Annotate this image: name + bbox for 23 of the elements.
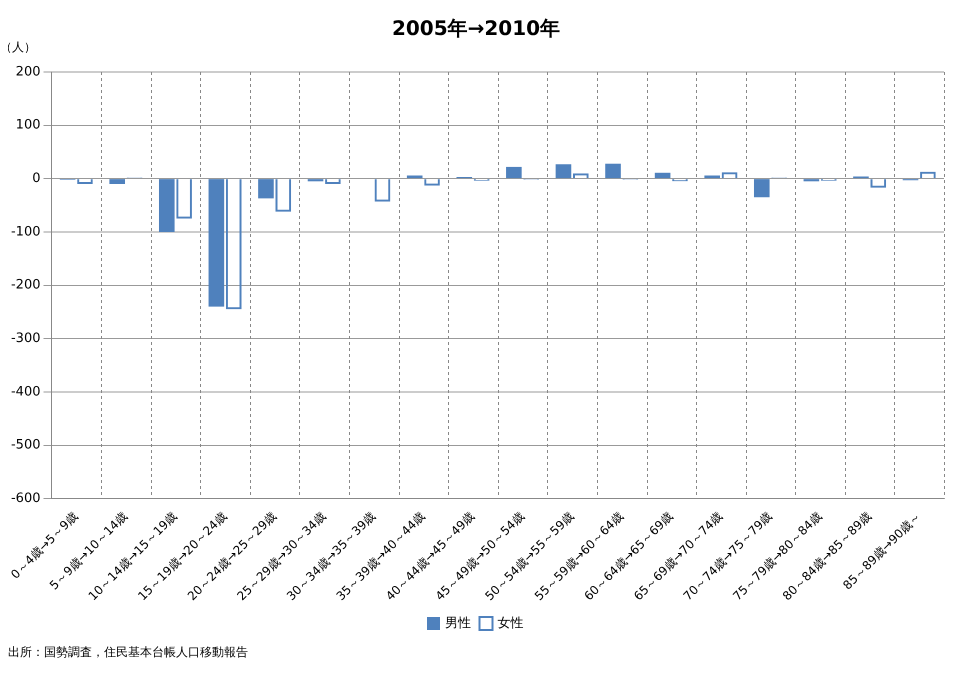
y-tick-label: -300 bbox=[10, 330, 41, 346]
bar bbox=[406, 175, 423, 178]
y-tick-label: -500 bbox=[10, 438, 41, 453]
bar bbox=[158, 179, 175, 232]
y-axis-title: （人） bbox=[0, 40, 36, 54]
y-tick-label: 100 bbox=[16, 118, 41, 133]
text: 出所：国勢調査，住民基本台帳人口移動報告 bbox=[8, 644, 249, 661]
bar bbox=[654, 172, 670, 178]
bar bbox=[109, 179, 126, 184]
bar bbox=[208, 179, 224, 307]
bar bbox=[704, 175, 720, 178]
bar bbox=[605, 164, 621, 178]
y-tick-label: -200 bbox=[10, 278, 41, 293]
chart-title: 2005年→2010年 bbox=[392, 16, 560, 40]
y-tick-label: 0 bbox=[32, 171, 41, 186]
y-tick-label: 200 bbox=[16, 64, 41, 80]
bar bbox=[506, 166, 522, 178]
legend-label: 男性 bbox=[445, 616, 471, 631]
bar bbox=[754, 179, 770, 198]
legend-label: 女性 bbox=[498, 616, 524, 631]
y-tick-label: -400 bbox=[10, 384, 41, 400]
y-tick-label: -600 bbox=[10, 490, 41, 506]
y-tick-label: -100 bbox=[10, 224, 41, 240]
